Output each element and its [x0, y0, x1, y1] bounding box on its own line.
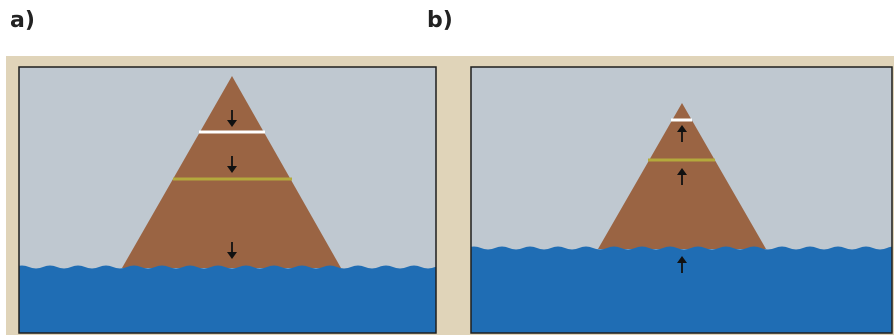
- panel-b-border: [470, 66, 893, 334]
- panel-a-arrow-down-icon: [227, 110, 237, 127]
- panel-b: [471, 67, 892, 333]
- panel-a-arrow-down-icon: [227, 242, 237, 259]
- panel-a-border: [18, 66, 437, 334]
- panel-b-arrow-up-icon: [677, 256, 687, 273]
- panel-a-ocean: [19, 265, 436, 333]
- panel-b-ocean: [471, 246, 892, 333]
- panel-a-label: a): [10, 8, 35, 33]
- panel-a-arrow-down-icon: [227, 156, 237, 173]
- panel-b-arrow-up-icon: [677, 125, 687, 142]
- panel-b-arrow-up-icon: [677, 168, 687, 185]
- panel-a: [19, 67, 436, 333]
- panel-b-label: b): [427, 8, 453, 33]
